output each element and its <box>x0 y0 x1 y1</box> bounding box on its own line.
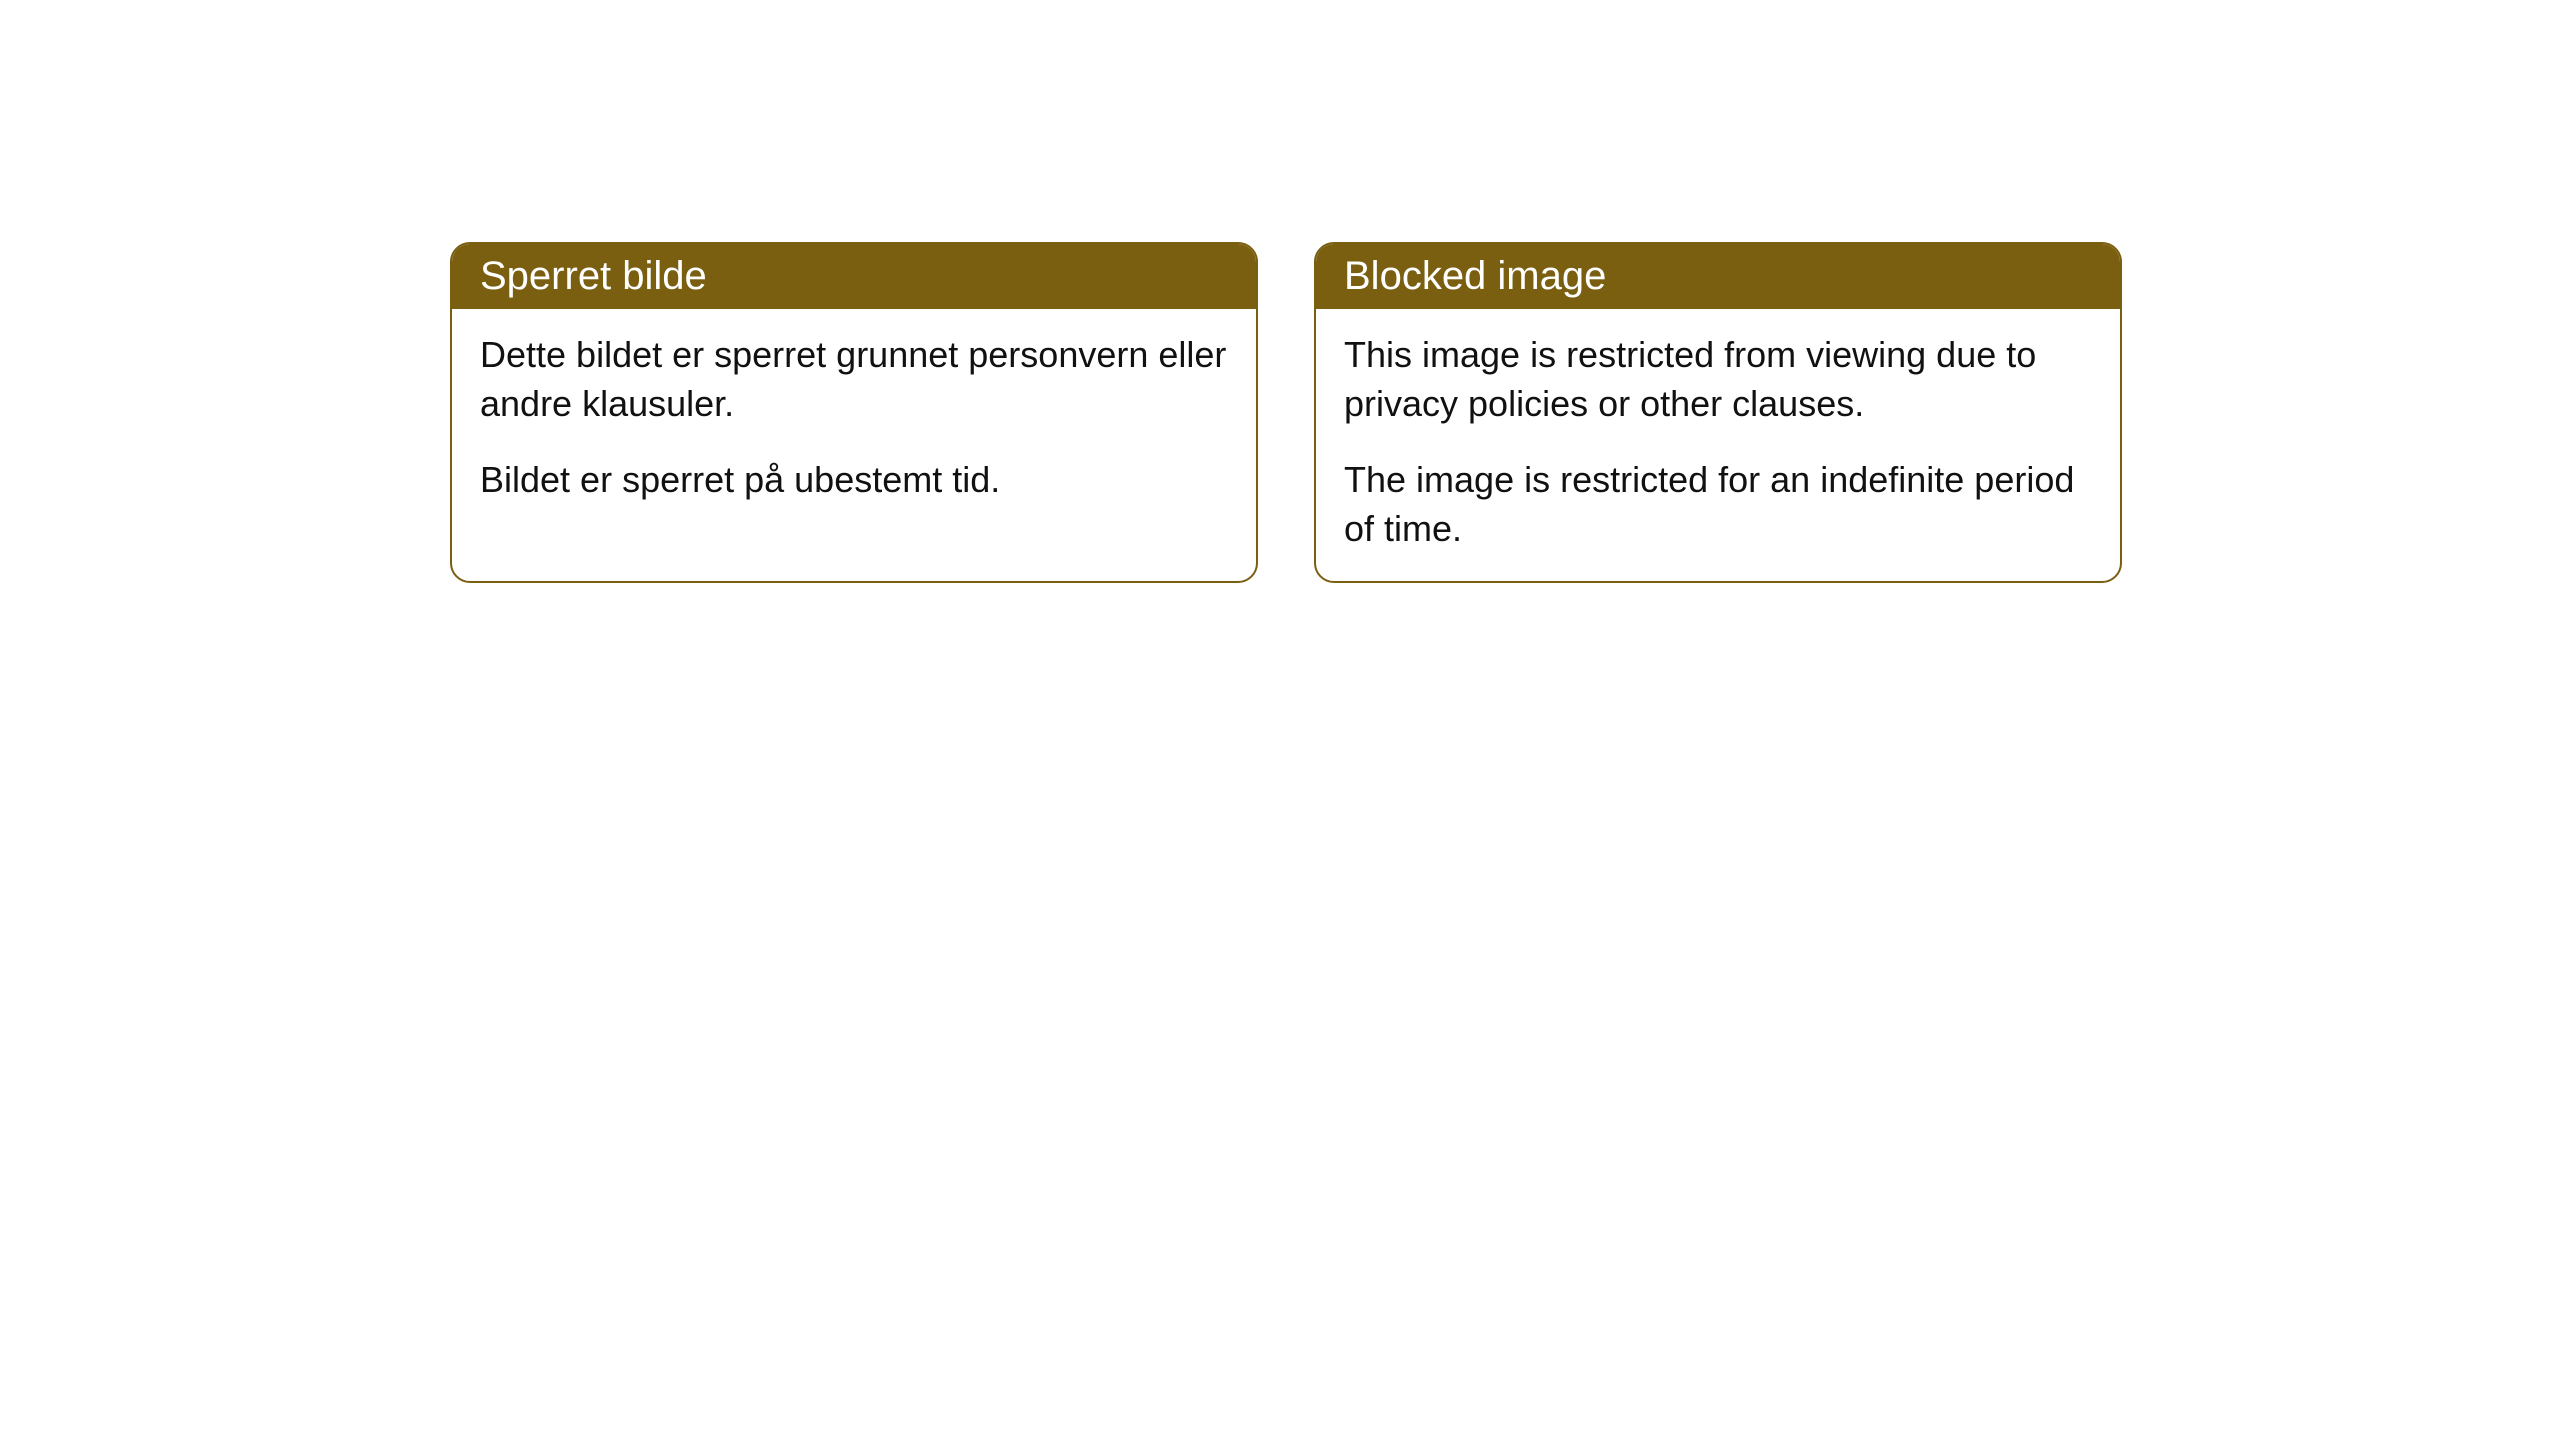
card-paragraph: Bildet er sperret på ubestemt tid. <box>480 456 1228 505</box>
card-title: Blocked image <box>1344 254 1606 298</box>
card-body: This image is restricted from viewing du… <box>1316 309 2120 581</box>
notice-card-norwegian: Sperret bilde Dette bildet er sperret gr… <box>450 242 1258 583</box>
card-title: Sperret bilde <box>480 254 707 298</box>
card-header: Blocked image <box>1316 244 2120 309</box>
notice-cards-container: Sperret bilde Dette bildet er sperret gr… <box>450 242 2122 583</box>
card-paragraph: This image is restricted from viewing du… <box>1344 331 2092 428</box>
card-header: Sperret bilde <box>452 244 1256 309</box>
card-paragraph: The image is restricted for an indefinit… <box>1344 456 2092 553</box>
notice-card-english: Blocked image This image is restricted f… <box>1314 242 2122 583</box>
card-body: Dette bildet er sperret grunnet personve… <box>452 309 1256 533</box>
card-paragraph: Dette bildet er sperret grunnet personve… <box>480 331 1228 428</box>
